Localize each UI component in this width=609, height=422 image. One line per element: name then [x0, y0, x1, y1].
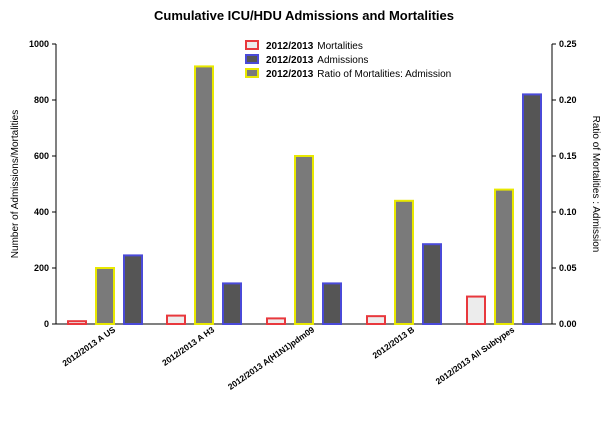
bar-ratio	[294, 155, 314, 325]
left-tick-label: 200	[34, 263, 49, 273]
legend: 2012/2013 Mortalities 2012/2013 Admissions…	[245, 40, 451, 80]
bar-admissions	[222, 282, 242, 325]
bar-admissions	[522, 93, 542, 326]
bar-mortalities	[67, 320, 87, 326]
legend-item-mortalities: 2012/2013 Mortalities	[245, 40, 363, 52]
right-tick-label: 0.00	[559, 319, 577, 329]
bar-admissions	[123, 254, 143, 325]
category-label: 2012/2013 A(H1N1)pdm09	[226, 324, 316, 392]
category-labels: 2012/2013 A US 2012/2013 A H3 2012/2013 A(…	[60, 324, 516, 392]
legend-label-mortalities: 2012/2013 Mortalities	[266, 41, 363, 52]
bar-mortalities	[366, 315, 386, 326]
left-tick-label: 0	[44, 319, 49, 329]
bar-ratio	[394, 199, 414, 325]
bar-ratio	[194, 65, 214, 326]
legend-item-admissions: 2012/2013 Admissions	[245, 54, 368, 66]
right-tick-label: 0.10	[559, 207, 577, 217]
right-axis-ticks: 0.00 0.05 0.10 0.15 0.20 0.25	[552, 39, 577, 329]
bar-admissions	[322, 282, 342, 325]
bar-mortalities	[466, 295, 486, 325]
left-tick-label: 800	[34, 95, 49, 105]
legend-swatch-mortalities	[245, 40, 259, 50]
chart-title: Cumulative ICU/HDU Admissions and Mortal…	[154, 8, 454, 23]
bar-ratio	[95, 267, 115, 325]
category-label: 2012/2013 B	[371, 324, 417, 360]
legend-label-ratio: 2012/2013 Ratio of Mortalities: Admission	[266, 69, 451, 80]
category-label: 2012/2013 A US	[60, 324, 117, 368]
bar-mortalities	[166, 314, 186, 326]
bar-mortalities	[266, 317, 286, 325]
left-tick-label: 600	[34, 151, 49, 161]
y-axis-label: Number of Admissions/Mortalities	[10, 110, 21, 258]
left-axis-ticks: 0 200 400 600 800 1000	[29, 39, 56, 329]
legend-item-ratio: 2012/2013 Ratio of Mortalities: Admission	[245, 68, 451, 80]
right-tick-label: 0.15	[559, 151, 577, 161]
bars-group	[67, 65, 542, 326]
right-tick-label: 0.05	[559, 263, 577, 273]
category-label: 2012/2013 All Subtypes	[434, 324, 517, 386]
bar-ratio	[494, 188, 514, 325]
legend-label-admissions: 2012/2013 Admissions	[266, 55, 368, 66]
y2-axis-label: Ratio of Mortalities : Admission	[590, 116, 601, 253]
left-tick-label: 400	[34, 207, 49, 217]
legend-swatch-admissions	[245, 54, 259, 64]
category-label: 2012/2013 A H3	[160, 324, 216, 367]
right-tick-label: 0.20	[559, 95, 577, 105]
bar-admissions	[422, 243, 442, 325]
legend-swatch-ratio	[245, 68, 259, 78]
right-tick-label: 0.25	[559, 39, 577, 49]
left-tick-label: 1000	[29, 39, 49, 49]
